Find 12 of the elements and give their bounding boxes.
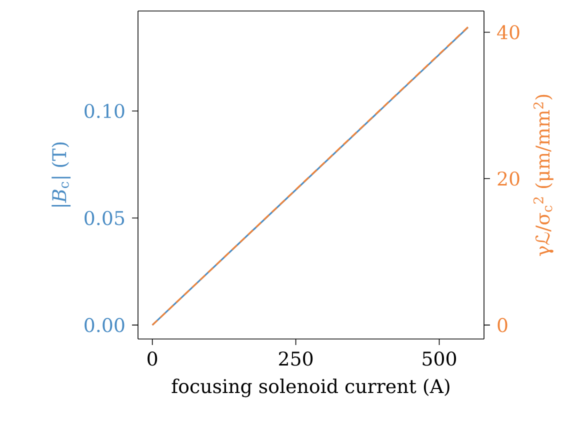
y-axis-title: |B$_{c}$| (T) — [52, 142, 71, 207]
x-tick-label: 250 — [279, 351, 313, 366]
y-tick-label: 0.00 — [84, 318, 124, 332]
y-tick-label: 0.05 — [84, 210, 124, 226]
x-tick-label: 500 — [422, 351, 456, 366]
x-tick-label: 0 — [148, 351, 158, 366]
y2-tick-label: 0 — [498, 318, 508, 332]
y2-tick-label: 40 — [497, 25, 520, 40]
y-tick-label: 0.10 — [84, 104, 124, 118]
y2-tick-label: 20 — [498, 172, 520, 186]
x-axis-title: focusing solenoid current (A) — [172, 378, 450, 398]
y2-axis-title: γℒ/σ$_{c}$$^{2}$ (μm/mm$^{2}$) — [533, 94, 554, 256]
